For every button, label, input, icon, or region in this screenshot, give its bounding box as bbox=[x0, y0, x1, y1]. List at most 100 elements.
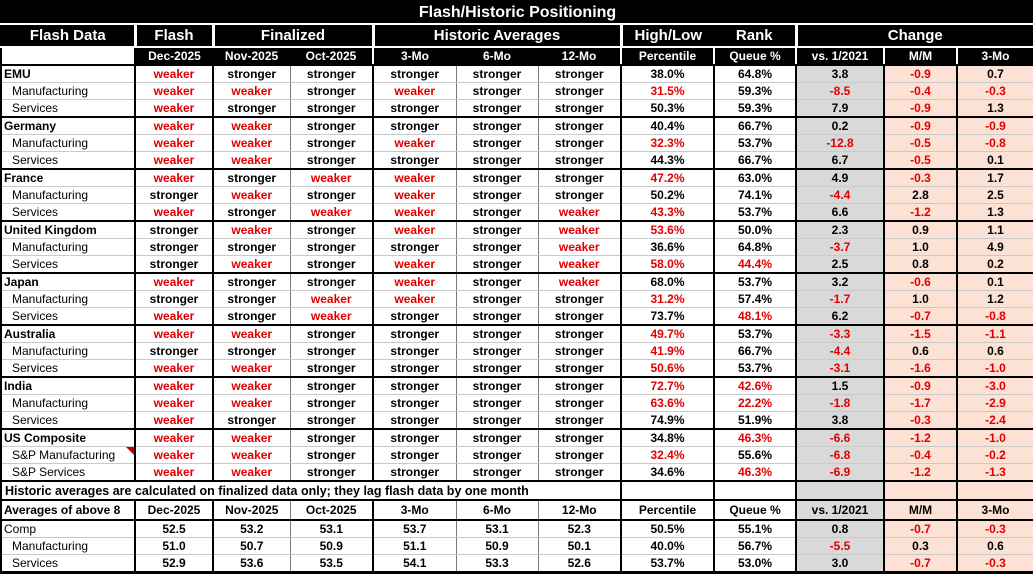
cell[interactable]: stronger bbox=[372, 151, 456, 170]
cell[interactable]: stronger bbox=[289, 446, 373, 464]
cell[interactable]: weaker bbox=[212, 221, 290, 239]
cell[interactable]: 74.9% bbox=[620, 411, 714, 430]
row-label[interactable]: Comp bbox=[1, 520, 136, 538]
row-label[interactable]: India bbox=[1, 377, 136, 395]
cell[interactable]: 1.0 bbox=[883, 238, 957, 256]
cell[interactable]: 40.4% bbox=[620, 117, 714, 135]
cell[interactable]: stronger bbox=[289, 82, 373, 100]
row-label[interactable]: S&P Manufacturing bbox=[1, 446, 136, 464]
cell[interactable]: 73.7% bbox=[620, 307, 714, 326]
cell[interactable]: 42.6% bbox=[713, 377, 796, 395]
cell[interactable]: stronger bbox=[537, 186, 621, 204]
cell[interactable]: 50.0% bbox=[713, 221, 796, 239]
cell[interactable]: stronger bbox=[455, 429, 538, 447]
cell[interactable]: stronger bbox=[212, 290, 290, 308]
cell[interactable]: -0.5 bbox=[883, 151, 957, 170]
cell[interactable]: 49.7% bbox=[620, 325, 714, 343]
cell[interactable]: stronger bbox=[455, 221, 538, 239]
cell[interactable]: 53.5 bbox=[289, 554, 373, 573]
cell[interactable]: weaker bbox=[134, 463, 213, 482]
cell[interactable]: -0.8 bbox=[955, 307, 1033, 326]
cell[interactable]: -1.0 bbox=[955, 359, 1033, 378]
column-group-change[interactable]: Change bbox=[794, 24, 1033, 48]
column-group-rank[interactable]: Rank bbox=[714, 24, 796, 48]
cell[interactable]: -0.9 bbox=[883, 65, 957, 83]
avg-subcol[interactable]: Nov-2025 bbox=[212, 500, 290, 521]
cell[interactable]: weaker bbox=[289, 203, 373, 222]
cell[interactable]: stronger bbox=[537, 65, 621, 83]
cell[interactable]: stronger bbox=[212, 65, 290, 83]
cell[interactable]: 52.6 bbox=[537, 554, 621, 573]
cell[interactable]: stronger bbox=[289, 377, 373, 395]
cell[interactable]: weaker bbox=[134, 203, 213, 222]
row-label[interactable]: Manufacturing bbox=[1, 134, 136, 152]
cell[interactable]: -1.7 bbox=[883, 394, 957, 412]
cell[interactable]: -1.3 bbox=[955, 463, 1033, 482]
cell[interactable]: stronger bbox=[289, 394, 373, 412]
cell[interactable]: weaker bbox=[537, 221, 621, 239]
cell[interactable]: 51.9% bbox=[713, 411, 796, 430]
cell[interactable]: stronger bbox=[537, 411, 621, 430]
cell[interactable]: -1.1 bbox=[955, 325, 1033, 343]
row-label[interactable]: Australia bbox=[1, 325, 136, 343]
cell[interactable]: 1.2 bbox=[955, 290, 1033, 308]
cell[interactable]: 48.1% bbox=[713, 307, 796, 326]
cell[interactable]: stronger bbox=[134, 186, 213, 204]
cell[interactable]: stronger bbox=[289, 186, 373, 204]
cell[interactable]: stronger bbox=[372, 463, 456, 482]
row-label[interactable]: Japan bbox=[1, 273, 136, 291]
cell[interactable]: 64.8% bbox=[713, 238, 796, 256]
cell[interactable]: weaker bbox=[212, 463, 290, 482]
cell[interactable]: 3.2 bbox=[795, 273, 884, 291]
cell[interactable]: -0.7 bbox=[883, 554, 957, 573]
cell[interactable]: 0.6 bbox=[955, 537, 1033, 555]
cell[interactable]: 66.7% bbox=[713, 117, 796, 135]
cell[interactable]: stronger bbox=[289, 99, 373, 118]
cell[interactable]: -6.8 bbox=[795, 446, 884, 464]
cell[interactable]: 46.3% bbox=[713, 429, 796, 447]
cell[interactable]: stronger bbox=[537, 290, 621, 308]
cell[interactable]: 53.1 bbox=[289, 520, 373, 538]
row-label[interactable]: Manufacturing bbox=[1, 342, 136, 360]
cell[interactable]: 53.7% bbox=[713, 203, 796, 222]
cell[interactable]: stronger bbox=[537, 377, 621, 395]
cell[interactable]: stronger bbox=[455, 99, 538, 118]
cell[interactable]: -5.5 bbox=[795, 537, 884, 555]
cell[interactable]: 50.2% bbox=[620, 186, 714, 204]
cell[interactable]: 4.9 bbox=[795, 169, 884, 187]
cell[interactable]: 1.1 bbox=[955, 221, 1033, 239]
cell[interactable]: weaker bbox=[537, 255, 621, 274]
cell[interactable]: weaker bbox=[212, 446, 290, 464]
cell[interactable]: -1.5 bbox=[883, 325, 957, 343]
cell[interactable]: -0.4 bbox=[883, 446, 957, 464]
cell[interactable]: weaker bbox=[134, 134, 213, 152]
cell[interactable]: stronger bbox=[537, 342, 621, 360]
cell[interactable]: weaker bbox=[212, 82, 290, 100]
cell[interactable]: weaker bbox=[537, 238, 621, 256]
cell[interactable]: 0.9 bbox=[883, 221, 957, 239]
cell[interactable]: 53.7 bbox=[372, 520, 456, 538]
cell[interactable]: weaker bbox=[212, 394, 290, 412]
cell[interactable]: 4.9 bbox=[955, 238, 1033, 256]
cell[interactable]: stronger bbox=[372, 117, 456, 135]
cell[interactable]: -2.4 bbox=[955, 411, 1033, 430]
cell[interactable]: 1.0 bbox=[883, 290, 957, 308]
empty-cell[interactable] bbox=[883, 481, 957, 501]
cell[interactable]: 3.0 bbox=[795, 554, 884, 573]
cell[interactable]: -0.3 bbox=[955, 554, 1033, 573]
row-label[interactable]: Services bbox=[1, 203, 136, 222]
cell[interactable]: weaker bbox=[134, 394, 213, 412]
cell[interactable]: 50.1 bbox=[537, 537, 621, 555]
cell[interactable]: 0.2 bbox=[955, 255, 1033, 274]
cell[interactable]: 53.2 bbox=[212, 520, 290, 538]
cell[interactable]: 36.6% bbox=[620, 238, 714, 256]
cell[interactable]: stronger bbox=[537, 359, 621, 378]
row-label[interactable]: Manufacturing bbox=[1, 394, 136, 412]
cell[interactable]: 7.9 bbox=[795, 99, 884, 118]
cell[interactable]: 0.3 bbox=[883, 537, 957, 555]
cell[interactable]: stronger bbox=[455, 290, 538, 308]
row-label[interactable]: Services bbox=[1, 554, 136, 573]
cell[interactable]: 53.0% bbox=[713, 554, 796, 573]
cell[interactable]: 57.4% bbox=[713, 290, 796, 308]
cell[interactable]: 54.1 bbox=[372, 554, 456, 573]
